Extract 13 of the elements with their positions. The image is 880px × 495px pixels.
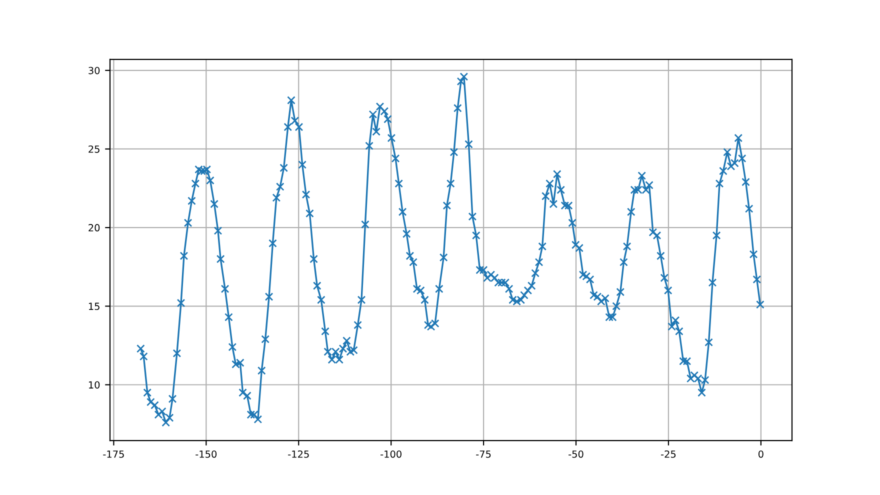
x-tick-label: -25 <box>661 450 676 458</box>
x-tick-label: -50 <box>568 450 584 458</box>
x-tick-label: -175 <box>103 450 124 458</box>
x-tick-label: -100 <box>380 450 402 458</box>
y-tick-label: 30 <box>88 66 100 74</box>
y-tick-label: 20 <box>88 224 100 232</box>
x-tick-label: -125 <box>288 450 309 458</box>
y-tick-label: 25 <box>88 145 100 153</box>
y-tick-label: 15 <box>88 302 100 310</box>
x-tick-label: -150 <box>196 450 217 458</box>
x-tick-label: -75 <box>476 450 491 458</box>
y-tick-label: 10 <box>88 381 100 389</box>
x-tick-label: 0 <box>758 450 764 458</box>
